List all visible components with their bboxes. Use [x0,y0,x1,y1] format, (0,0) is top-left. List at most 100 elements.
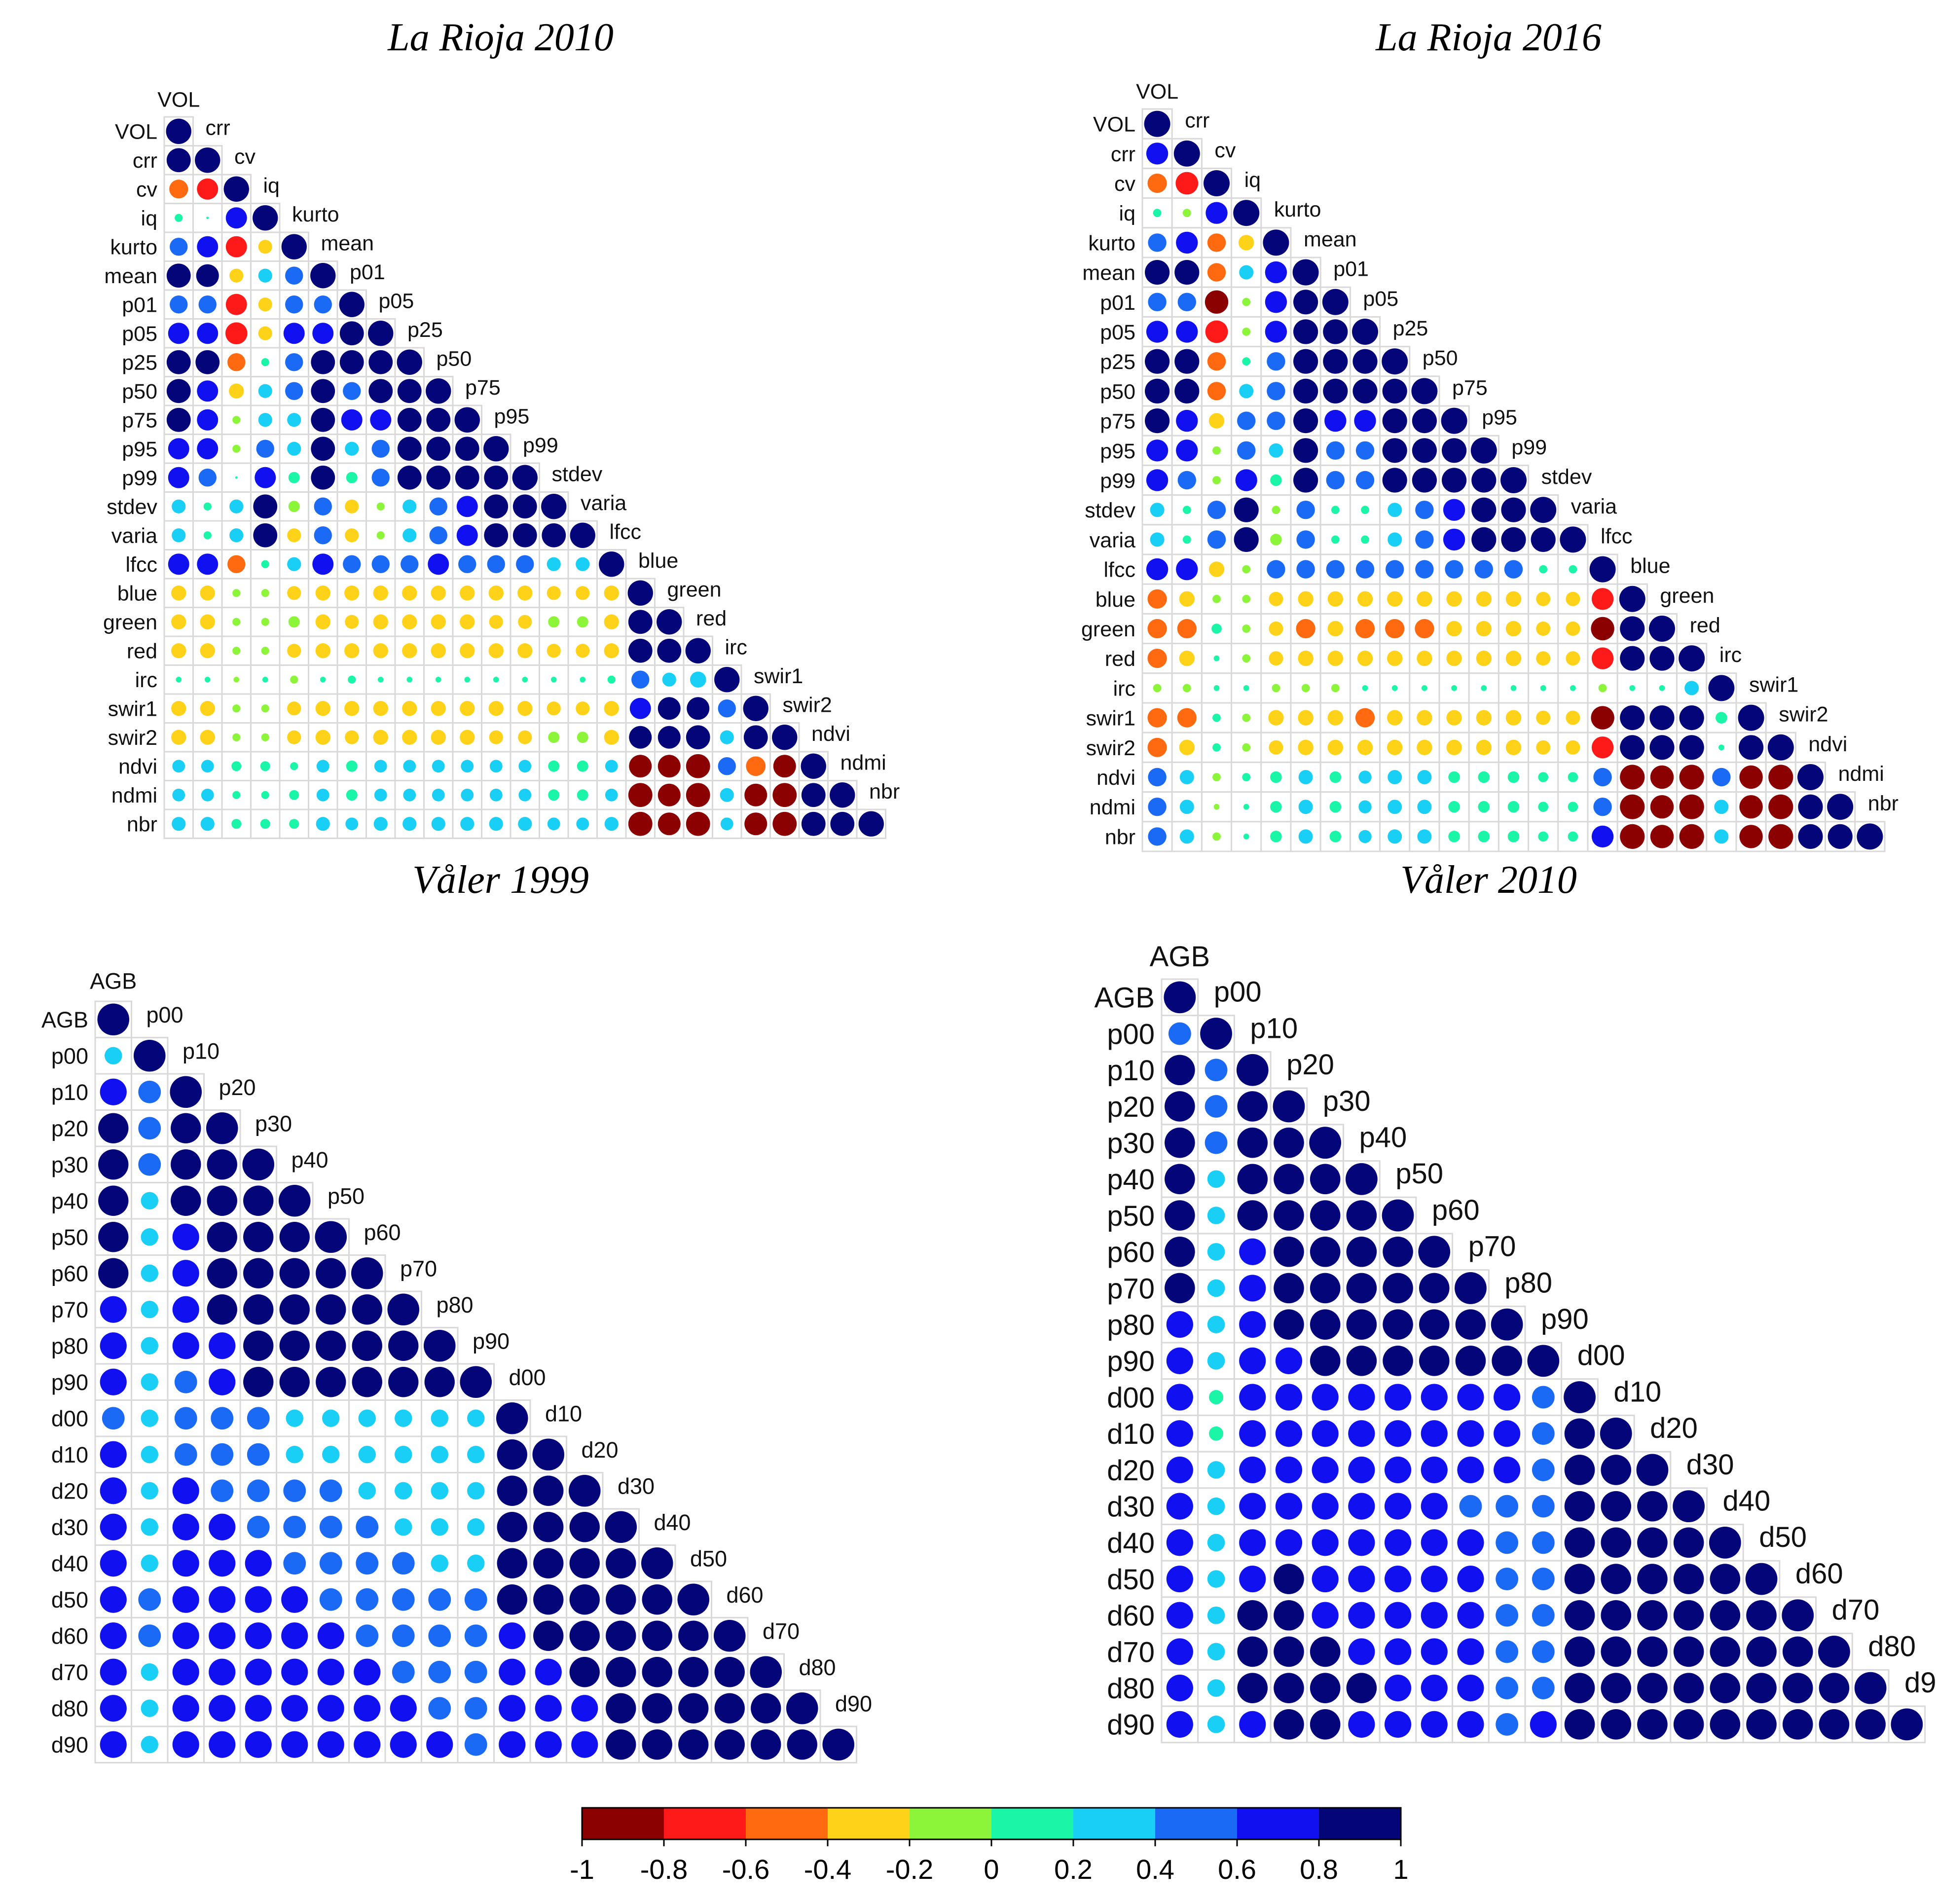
corr-point-ndmi-iq [261,791,269,799]
corr-point-d40-d00 [1564,1527,1595,1558]
corr-point-red-varia [576,644,590,658]
corr-point-d90-d60 [1782,1709,1813,1740]
corr-point-p99-p50 [426,465,451,490]
corr-point-p95-VOL [1146,439,1169,462]
corr-point-p30-p00 [138,1153,161,1176]
corr-point-d60-d30 [606,1620,636,1651]
corr-point-ndmi-p99 [1507,801,1520,813]
color-scale-tick-label: 0.4 [1136,1854,1174,1885]
corr-point-d60-p10 [172,1622,199,1649]
corr-point-ndmi-p95 [489,788,503,802]
row-label: d50 [51,1587,88,1612]
corr-point-ndvi-p25 [403,760,416,773]
corr-point-swir1-VOL [1147,708,1167,728]
corr-point-d10-p40 [286,1446,303,1464]
corr-point-swir1-swir1 [1738,704,1764,731]
corr-point-red-red [1679,645,1705,672]
corr-point-red-p25 [402,643,417,659]
corr-point-nbr-green [658,812,681,836]
corr-point-p25-crr [195,350,220,374]
corr-point-lfcc-p05 [371,555,390,573]
corr-point-p95-p25 [1382,438,1407,463]
corr-point-p30-AGB [98,1149,129,1180]
corr-point-ndmi-stdev [1538,802,1548,812]
corr-point-lfcc-stdev [1539,565,1548,574]
column-label: p00 [1214,976,1262,1008]
corr-point-swir2-crr [200,730,215,745]
corr-point-d80-d60 [1782,1673,1813,1703]
column-label: p20 [219,1075,256,1100]
corr-point-swir2-blue [629,726,652,749]
corr-point-kurto-cv [1207,233,1226,252]
corr-point-varia-stdev [542,523,566,548]
corr-point-stdev-stdev [1530,497,1557,523]
corr-point-p10-p10 [1236,1054,1269,1086]
corr-point-p40-AGB [1165,1164,1195,1195]
corr-point-nbr-p95 [1478,831,1490,842]
corr-point-ndvi-crr [1179,770,1194,784]
corr-point-d30-p10 [172,1513,199,1540]
corr-point-p50-p50 [315,1221,347,1253]
corr-point-d60-AGB [100,1622,127,1649]
corr-point-irc-p95 [1481,685,1487,691]
corr-point-stdev-p75 [1443,499,1465,521]
corr-point-swir2-kurto [287,730,301,744]
corr-point-swir1-varia [576,701,590,716]
corr-point-nbr-p50 [1417,829,1432,844]
corr-point-d40-AGB [100,1550,127,1577]
corr-point-d90-d10 [535,1731,562,1758]
corr-point-p75-kurto [1267,411,1285,430]
corr-point-d40-p10 [1239,1529,1266,1556]
corr-point-d50-p30 [245,1586,272,1613]
corr-point-red-p75 [460,643,475,659]
row-label: ndvi [118,755,157,779]
color-scale-segment [991,1808,1074,1839]
column-label: p30 [1323,1085,1371,1117]
corr-point-d30-p70 [395,1518,412,1536]
corr-point-varia-p50 [1415,530,1434,549]
corr-point-p75-p50 [426,407,451,432]
row-label: p25 [122,351,157,375]
corr-point-green-lfcc [604,614,619,629]
column-label: d10 [1613,1376,1661,1408]
corr-point-p80-p10 [172,1332,199,1359]
color-scale-segment [1237,1808,1319,1839]
corr-point-d20-p90 [467,1482,485,1500]
corr-point-p50-p00 [141,1228,158,1246]
corr-point-nbr-p25 [1388,829,1402,844]
corr-point-d90-AGB [100,1731,127,1758]
corr-point-d50-p70 [1457,1565,1484,1593]
corr-point-p60-p50 [316,1258,346,1288]
corr-point-blue-p05 [1357,591,1373,607]
corr-point-d50-p10 [172,1586,199,1613]
corr-point-d30-p80 [1496,1495,1519,1518]
corr-point-p90-p20 [209,1368,236,1395]
corr-point-d20-p20 [211,1479,234,1502]
corr-point-red-p99 [517,643,533,659]
corr-point-d00-p00 [141,1409,158,1427]
corr-point-mean-VOL [1145,260,1170,285]
row-label: p40 [1107,1164,1155,1196]
corr-point-d80-d20 [571,1695,598,1722]
corr-point-varia-varia [1560,526,1586,553]
corr-point-d20-p30 [1312,1456,1339,1484]
corr-point-nbr-p05 [1358,830,1372,843]
corr-point-p80-p50 [1383,1309,1413,1340]
row-label: stdev [1085,499,1135,522]
corr-point-d20-p40 [1348,1456,1375,1484]
corr-point-d50-d50 [1745,1563,1778,1595]
corr-point-d60-d10 [1601,1600,1632,1631]
corr-point-irc-irc [1708,675,1735,701]
corr-point-p05-iq [1242,328,1251,336]
row-label: p01 [122,293,157,317]
row-label: p50 [1107,1200,1155,1232]
corr-point-red-p99 [1505,651,1522,666]
corr-point-p01-kurto [285,295,303,314]
corr-point-ndmi-iq [1243,804,1249,810]
corr-point-p75-p75 [1441,407,1467,434]
column-label: p25 [407,318,443,342]
corr-point-irc-p75 [1451,685,1458,691]
corr-point-d70-p10 [1237,1636,1268,1667]
corr-point-varia-mean [1296,530,1315,549]
